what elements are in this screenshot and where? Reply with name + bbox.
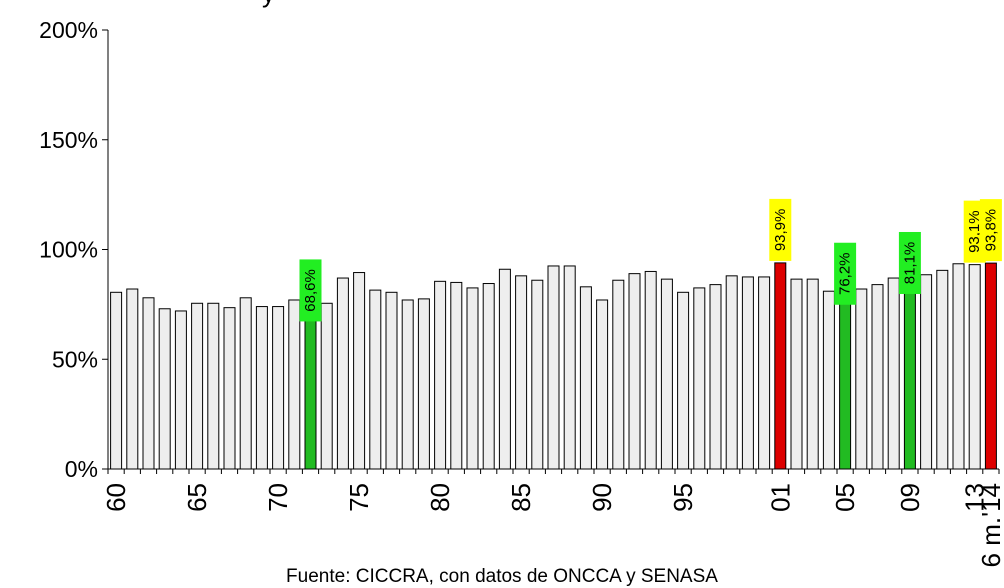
data-label-bg bbox=[834, 242, 857, 305]
x-tick-label: 05 bbox=[830, 483, 860, 512]
bar-88 bbox=[563, 265, 576, 470]
bar-63 bbox=[158, 308, 171, 470]
bar-08 bbox=[887, 277, 900, 470]
bar-78 bbox=[401, 299, 414, 470]
bar-01 bbox=[774, 262, 787, 470]
bar-98 bbox=[725, 275, 738, 470]
bar-84 bbox=[498, 268, 511, 470]
bar-09 bbox=[903, 290, 916, 470]
bar-95 bbox=[677, 291, 690, 470]
bar-85 bbox=[515, 275, 528, 470]
bar-61 bbox=[126, 288, 139, 470]
x-tick-label: 60 bbox=[101, 483, 131, 512]
data-label-text: 93,9% bbox=[772, 209, 789, 252]
x-tick-label: 80 bbox=[425, 483, 455, 512]
data-label-72: 68,6% bbox=[299, 259, 322, 322]
data-label-text: 93,8% bbox=[982, 209, 999, 252]
bar-81 bbox=[450, 281, 463, 470]
bar-80 bbox=[434, 280, 447, 470]
bar-60 bbox=[110, 291, 123, 470]
bar-69 bbox=[255, 306, 268, 470]
bar-89 bbox=[579, 286, 592, 470]
bar-79 bbox=[417, 298, 430, 470]
bar-64 bbox=[174, 310, 187, 470]
y-tick-label: 150% bbox=[39, 127, 98, 153]
x-tick-label: 85 bbox=[506, 483, 536, 512]
x-tick-label: 70 bbox=[263, 483, 293, 512]
data-label-6-m-14: 93,8% bbox=[979, 199, 1002, 262]
bar-96 bbox=[693, 287, 706, 470]
bar-02 bbox=[790, 278, 803, 470]
bar-75 bbox=[353, 272, 366, 470]
y-tick-label: 50% bbox=[52, 346, 98, 372]
source-note: Fuente: CICCRA, con datos de ONCCA y SEN… bbox=[286, 566, 718, 587]
bar-82 bbox=[466, 287, 479, 470]
bar-77 bbox=[385, 291, 398, 470]
bar-05 bbox=[839, 301, 852, 470]
bar-62 bbox=[142, 297, 155, 470]
bar-68 bbox=[239, 297, 252, 470]
bar-87 bbox=[547, 265, 560, 470]
bar-97 bbox=[709, 284, 722, 470]
bar-07 bbox=[871, 284, 884, 470]
data-label-text: 76,2% bbox=[837, 252, 854, 295]
bar-74 bbox=[336, 277, 349, 470]
y-tick-label: 200% bbox=[39, 17, 98, 43]
bar-65 bbox=[191, 302, 204, 470]
x-tick-label: 01 bbox=[765, 483, 795, 512]
data-label-09: 81,1% bbox=[898, 231, 921, 294]
title-fragment: y bbox=[262, 0, 275, 9]
data-label-bg bbox=[898, 231, 921, 294]
bar-99 bbox=[741, 276, 754, 470]
bar-93 bbox=[644, 270, 657, 470]
data-label-text: 81,1% bbox=[901, 242, 918, 285]
bar-12 bbox=[952, 263, 965, 470]
bar-00 bbox=[758, 276, 771, 470]
data-label-text: 68,6% bbox=[302, 269, 319, 312]
bar-04 bbox=[822, 290, 835, 470]
bar-06 bbox=[855, 288, 868, 470]
bar-71 bbox=[288, 299, 301, 470]
bar-13 bbox=[968, 264, 981, 470]
x-tick-label: 90 bbox=[587, 483, 617, 512]
data-label-text: 93,1% bbox=[966, 210, 983, 253]
bar-86 bbox=[531, 279, 544, 470]
bar-72 bbox=[304, 317, 317, 470]
x-tick-label: 13 bbox=[960, 483, 990, 512]
bar-03 bbox=[806, 278, 819, 470]
bar-6-m-14 bbox=[984, 262, 997, 470]
bar-67 bbox=[223, 307, 236, 470]
bar-11 bbox=[936, 269, 949, 470]
bar-10 bbox=[920, 274, 933, 470]
bar-94 bbox=[660, 278, 673, 470]
bar-91 bbox=[612, 279, 625, 470]
data-label-01: 93,9% bbox=[769, 198, 792, 261]
x-tick-label: 95 bbox=[668, 483, 698, 512]
data-label-bg bbox=[299, 259, 322, 322]
y-tick-label: 100% bbox=[39, 237, 98, 263]
x-tick-label: 09 bbox=[895, 483, 925, 512]
bar-92 bbox=[628, 273, 641, 470]
bar-66 bbox=[207, 302, 220, 470]
bar-73 bbox=[320, 302, 333, 470]
bar-83 bbox=[482, 283, 495, 470]
bar-90 bbox=[596, 299, 609, 470]
data-label-bg bbox=[769, 198, 792, 261]
x-tick-label: 75 bbox=[344, 483, 374, 512]
data-label-bg bbox=[979, 199, 1002, 262]
data-label-05: 76,2% bbox=[834, 242, 857, 305]
x-tick-label: 65 bbox=[182, 483, 212, 512]
y-tick-label: 0% bbox=[65, 456, 98, 482]
bar-76 bbox=[369, 289, 382, 470]
bar-70 bbox=[272, 306, 285, 470]
x-tick-label: 6 m.'14 bbox=[976, 483, 1004, 567]
